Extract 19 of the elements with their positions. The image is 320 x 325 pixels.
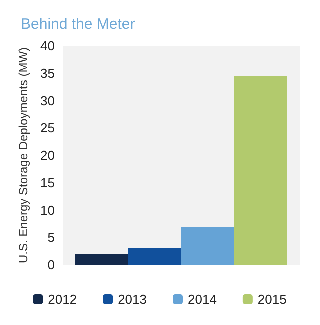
y-tick-label: 15 (40, 175, 55, 190)
chart-title: Behind the Meter (21, 16, 136, 33)
y-tick-label: 30 (40, 93, 55, 108)
y-tick-label: 0 (48, 258, 55, 272)
legend-label: 2015 (258, 292, 287, 307)
y-tick-label: 10 (40, 202, 55, 218)
y-tick-label: 20 (40, 148, 55, 163)
bar (182, 227, 234, 265)
y-tick-label: 35 (40, 66, 55, 81)
legend-label: 2013 (118, 292, 147, 307)
legend-label: 2012 (48, 292, 78, 307)
legend-label: 2014 (188, 292, 217, 307)
y-tick-label: 40 (40, 38, 55, 54)
y-axis-title: U.S. Energy Storage Deployments (MW) (16, 47, 31, 264)
bar (234, 76, 288, 265)
y-tick-label: 5 (48, 230, 55, 246)
bar (128, 248, 182, 265)
y-tick-label: 25 (40, 120, 55, 136)
bar (76, 254, 128, 265)
